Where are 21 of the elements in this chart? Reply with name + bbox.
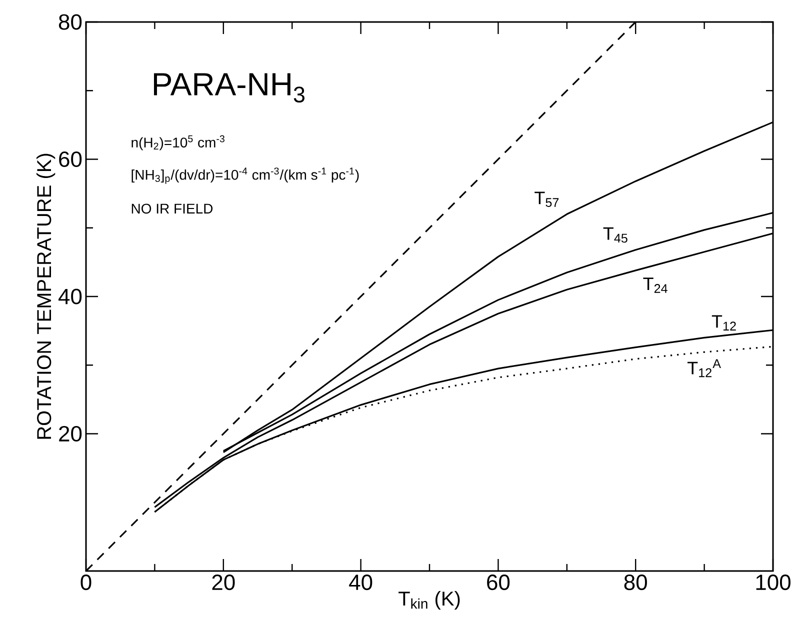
y-axis-title: ROTATION TEMPERATURE (K) xyxy=(36,154,56,439)
y-tick-label: 40 xyxy=(58,288,82,304)
x-tick-label: 60 xyxy=(487,574,510,590)
x-tick-label: 100 xyxy=(756,574,790,590)
y-tick-label: 80 xyxy=(58,14,82,30)
x-axis-title: T$_{kin}$ (K) xyxy=(398,590,460,610)
x-tick-label: 20 xyxy=(212,574,235,590)
y-tick-label: 20 xyxy=(59,426,82,442)
y-tick-label: 60 xyxy=(59,151,82,168)
text: PARA-NH$_{3}$ xyxy=(154,73,304,103)
series-label: T$_{45}$ xyxy=(603,227,628,243)
x-tick-label: 0 xyxy=(80,574,92,590)
series-label: T$_{57}$ xyxy=(534,192,559,207)
series-label: T$_{12}$ xyxy=(712,315,736,330)
x-tick-label: 80 xyxy=(624,574,647,590)
x-tick-label: 40 xyxy=(349,574,372,590)
text: [NH$_{3}$]$_{p}$/(dv/dr)=10$^{-4}$ cm$^{-3}$/(km s$^{-1}$ pc$^{-1}$) xyxy=(132,168,359,184)
annotation: NO IR FIELD xyxy=(132,204,213,214)
series-label: T$_{24}$ xyxy=(643,278,668,293)
annotation: n(H$_{2}$)=10$^{5}$ cm$^{-3}$ xyxy=(132,135,224,150)
series-label: T$_{12}$A xyxy=(688,359,721,378)
